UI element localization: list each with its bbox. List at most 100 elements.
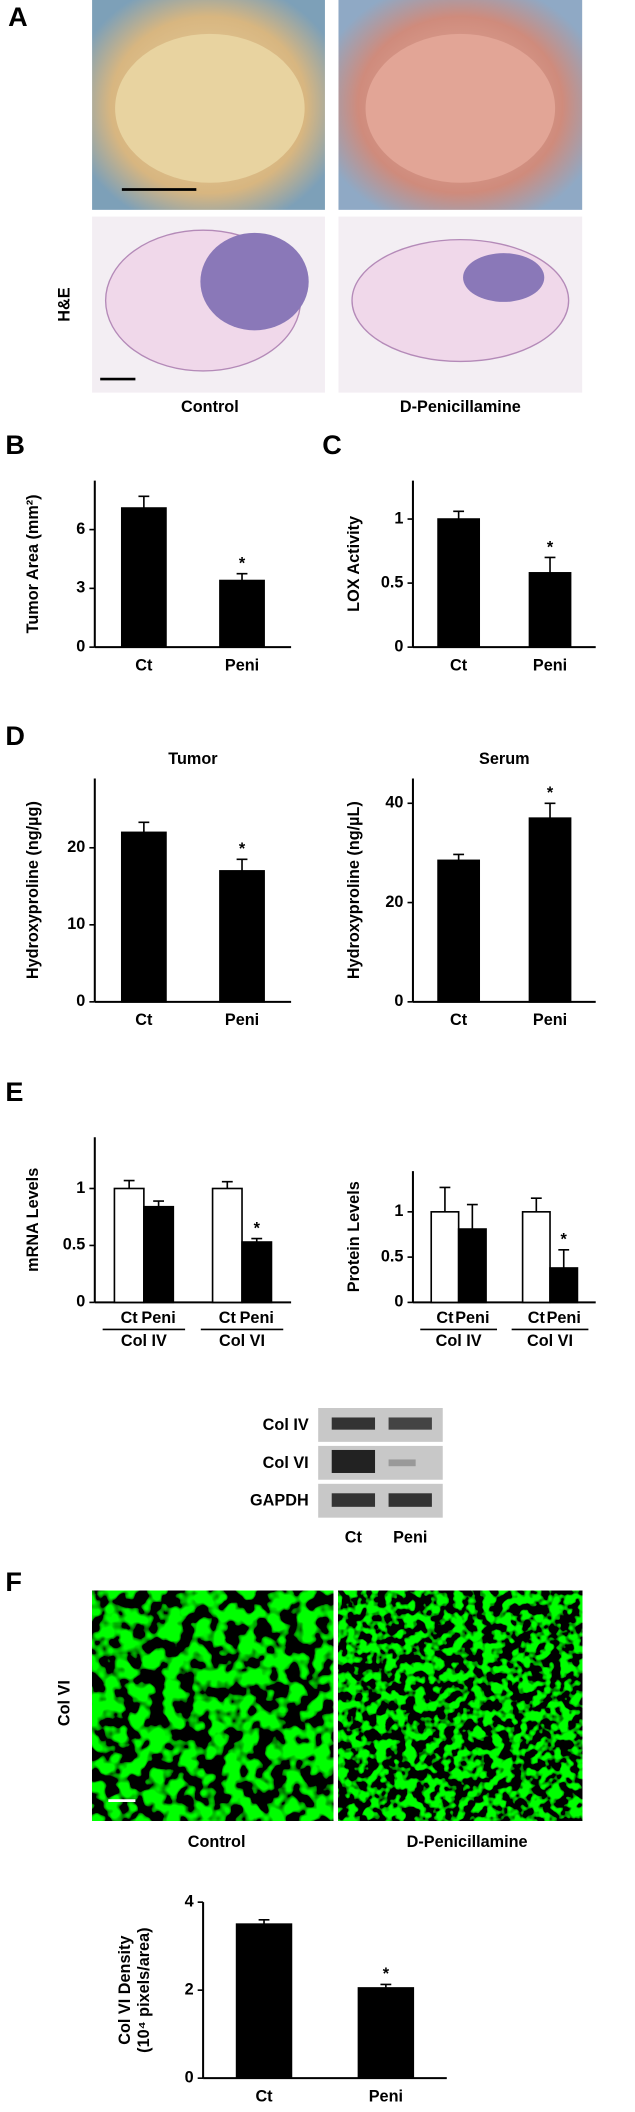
series-label: Ct	[436, 1309, 454, 1327]
panel-label: B	[5, 429, 25, 460]
y-axis-label: mRNA Levels	[24, 1168, 42, 1272]
y-tick-label: 3	[76, 579, 85, 597]
y-tick-label: 1	[394, 1202, 403, 1220]
bar	[357, 1987, 415, 2079]
x-tick-label: Peni	[225, 1011, 259, 1029]
x-tick-label: Ct	[135, 656, 153, 674]
y-tick-label: 2	[185, 1980, 194, 1998]
blot-band	[388, 1459, 416, 1467]
y-tick-label: 10	[67, 915, 85, 933]
y-tick-label: 0	[394, 637, 403, 655]
y-axis-label: Hydroxyproline (ng/µg)	[24, 801, 42, 979]
error-bar	[544, 802, 556, 819]
bar	[143, 1205, 175, 1304]
bar	[437, 518, 481, 648]
y-tick-label: 20	[67, 838, 85, 856]
error-bar	[380, 1983, 392, 1988]
x-tick-label: Col IV	[121, 1332, 167, 1350]
blot-band	[388, 1417, 432, 1430]
y-axis-label: Hydroxyproline (ng/µL)	[345, 801, 363, 979]
fluorescence-image	[92, 1590, 334, 1821]
x-tick-label: Ct	[450, 1011, 468, 1029]
y-tick-label: 1	[394, 509, 403, 527]
chart-title: Tumor	[168, 750, 218, 768]
bar	[219, 579, 265, 648]
series-label: Ct	[528, 1309, 546, 1327]
bar	[211, 1187, 243, 1304]
bar	[219, 870, 265, 1003]
significance-mark: *	[254, 1219, 261, 1237]
bar	[437, 859, 481, 1003]
y-tick-label: 0.5	[381, 573, 404, 591]
y-axis-label: Protein Levels	[345, 1181, 363, 1292]
bar	[430, 1211, 460, 1304]
bar	[528, 572, 572, 648]
y-tick-label: 0	[394, 1293, 403, 1311]
x-tick-label: Ct	[255, 2087, 273, 2105]
error-bar	[530, 1197, 542, 1212]
bar	[457, 1228, 487, 1304]
significance-mark: *	[239, 554, 246, 572]
bar	[120, 507, 167, 648]
significance-mark: *	[239, 840, 246, 858]
panel-label: D	[5, 720, 25, 751]
he-brain	[351, 238, 570, 363]
series-label: Ct	[219, 1309, 237, 1327]
panel-label: E	[5, 1076, 23, 1107]
he-tumor	[463, 253, 545, 302]
error-bar	[439, 1186, 451, 1212]
series-label: Ct	[121, 1309, 139, 1327]
blot-band	[331, 1449, 376, 1473]
panel-label: C	[322, 429, 342, 460]
bar	[113, 1187, 145, 1304]
panel-label: F	[5, 1566, 22, 1597]
x-tick-label: Ct	[450, 656, 468, 674]
series-label: Peni	[240, 1309, 274, 1327]
x-tick-label: Peni	[225, 656, 259, 674]
x-tick-label: Peni	[369, 2087, 403, 2105]
significance-mark: *	[547, 784, 554, 802]
blot-band	[331, 1417, 376, 1430]
significance-mark: *	[547, 538, 554, 556]
x-tick-label: Col VI	[219, 1332, 265, 1350]
error-bar	[138, 495, 150, 509]
significance-mark: *	[383, 1965, 390, 1983]
y-tick-label: 1	[76, 1179, 85, 1197]
y-tick-label: 0.5	[63, 1236, 86, 1254]
panel-label: A	[8, 1, 28, 32]
x-tick-label: Peni	[533, 1011, 567, 1029]
bar	[528, 817, 572, 1003]
error-bar	[544, 556, 556, 573]
bar	[521, 1211, 551, 1304]
blot-band	[388, 1493, 432, 1507]
image-label: D-Penicillamine	[407, 1833, 528, 1851]
error-bar	[453, 853, 465, 861]
error-bar	[236, 858, 248, 871]
lane-label: Peni	[393, 1528, 427, 1546]
y-axis-label: Col VI Density	[116, 1936, 134, 2045]
y-tick-label: 0	[185, 2068, 194, 2086]
y-axis-label: Tumor Area (mm²)	[24, 494, 42, 633]
y-tick-label: 0.5	[381, 1247, 404, 1265]
error-bar	[466, 1203, 478, 1230]
error-bar	[123, 1179, 135, 1189]
x-tick-label: Ct	[135, 1011, 153, 1029]
fluorescence-image	[338, 1590, 583, 1821]
bar	[549, 1267, 579, 1304]
brain-shape	[365, 33, 556, 183]
significance-mark: *	[561, 1231, 568, 1249]
x-tick-label: Peni	[533, 656, 567, 674]
y-axis-label: (10⁴ pixels/area)	[135, 1927, 153, 2052]
error-bar	[258, 1918, 270, 1925]
y-tick-label: 0	[76, 1293, 85, 1311]
blot-label: Col VI	[263, 1454, 309, 1472]
image-label: Control	[181, 398, 239, 416]
stain-label: Col VI	[55, 1680, 73, 1726]
y-tick-label: 0	[76, 637, 85, 655]
image-label: D-Penicillamine	[400, 398, 521, 416]
he-tumor	[200, 232, 309, 331]
y-tick-label: 40	[385, 794, 403, 812]
image-label: Control	[188, 1833, 246, 1851]
